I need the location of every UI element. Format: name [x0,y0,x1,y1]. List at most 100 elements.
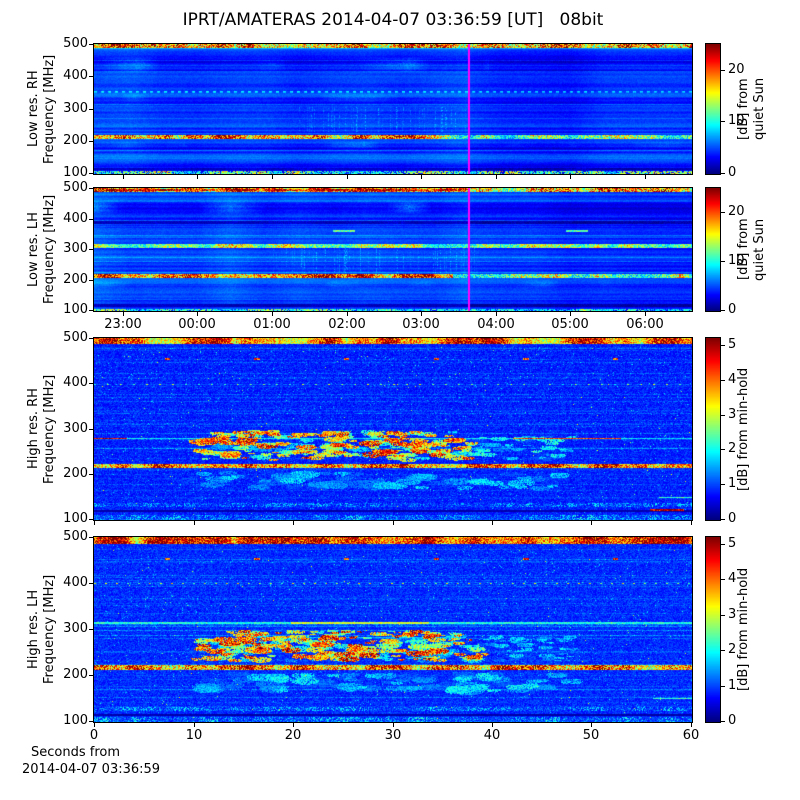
freq-tick-label: 100 [63,165,88,180]
colorbar-tick [721,615,725,616]
colorbar-tick [721,721,725,722]
colorbar-tick [721,380,725,381]
x-tick [272,175,273,179]
colorbar-tick-label: 0 [728,165,737,180]
x-tick-label: 0 [89,728,99,743]
freq-tick-label: 300 [63,621,88,636]
panel-frame-low-res-lh [93,187,693,312]
freq-tick [89,675,93,676]
panel-frame-low-res-rh [93,43,693,175]
colorbar-tick-label: 3 [728,607,737,622]
x-tick-label: 00:00 [178,317,216,332]
freq-tick [89,519,93,520]
x-tick [492,723,493,727]
x-tick [496,175,497,179]
x-tick [496,312,497,316]
freq-tick-label: 200 [63,667,88,682]
x-tick [293,723,294,727]
x-tick [393,723,394,727]
colorbar-tick-label: 5 [728,536,737,551]
freq-tick [89,383,93,384]
x-tick [492,521,493,525]
x-tick-label: 20 [284,728,302,743]
colorbar-tick-label: 5 [728,337,737,352]
spectrogram-high-res-lh [94,537,692,722]
x-tick-label: 03:00 [402,317,440,332]
colorbar-tick-label: 3 [728,407,737,422]
freq-tick [89,173,93,174]
x-tick [194,521,195,525]
x-tick [421,175,422,179]
spectrogram-high-res-rh [94,338,692,520]
freq-tick-label: 200 [63,133,88,148]
colorbar-tick [721,519,725,520]
freq-tick-label: 500 [63,330,88,345]
colorbar-tick [721,345,725,346]
colorbar-tick-label: 0 [728,713,737,728]
x-tick-label: 01:00 [253,317,291,332]
freq-tick-label: 400 [63,575,88,590]
freq-tick [89,219,93,220]
colorbar-tick-label: 1 [728,678,737,693]
freq-tick-label: 200 [63,466,88,481]
colorbar-tick [721,415,725,416]
freq-tick [89,249,93,250]
freq-tick [89,141,93,142]
colorbar-tick-label: 4 [728,372,737,387]
x-tick-label: 50 [582,728,600,743]
x-tick [570,175,571,179]
colorbar-tick [721,544,725,545]
freq-tick-label: 400 [63,375,88,390]
panel-frame-high-res-rh [93,337,693,521]
xlabel-seconds-from: Seconds from 2014-04-07 03:36:59 [22,745,161,777]
colorbar-tick-label: 1 [728,476,737,491]
colorbar-label-high-res-lh: [dB] from min-hold [736,567,751,692]
freq-tick-label: 100 [63,713,88,728]
colorbar-tick-label: 2 [728,441,737,456]
x-tick [591,723,592,727]
colorbar-tick [721,121,725,122]
colorbar-high-res-lh [706,537,720,722]
colorbar-low-res-lh [706,188,720,311]
spectrogram-low-res-rh [94,44,692,174]
freq-tick [89,537,93,538]
freq-tick [89,429,93,430]
colorbar-tick-label: 10 [728,113,745,128]
freq-tick [89,76,93,77]
colorbar-tick [721,449,725,450]
x-tick [421,312,422,316]
x-tick [591,521,592,525]
colorbar-tick [721,261,725,262]
colorbar-tick [721,650,725,651]
x-tick [570,312,571,316]
freq-tick [89,310,93,311]
freq-tick [89,721,93,722]
colorbar-tick [721,173,725,174]
freq-tick [89,629,93,630]
x-tick [393,521,394,525]
x-tick [691,521,692,525]
x-tick [123,175,124,179]
colorbar-tick-label: 20 [728,62,745,77]
freq-tick-label: 100 [63,511,88,526]
freq-tick [89,109,93,110]
freq-tick [89,474,93,475]
colorbar-label-high-res-rh: [dB] from min-hold [736,367,751,491]
figure-title: IPRT/AMATERAS 2014-04-07 03:36:59 [UT] 0… [182,10,604,30]
colorbar-high-res-rh [706,338,720,520]
freq-tick [89,188,93,189]
colorbar-tick [721,686,725,687]
x-tick-label: 40 [483,728,501,743]
freq-tick-label: 300 [63,101,88,116]
colorbar-frame-low-res-rh [705,43,721,175]
freq-tick [89,280,93,281]
colorbar-tick-label: 20 [728,204,745,219]
colorbar-tick [721,212,725,213]
colorbar-tick [721,579,725,580]
colorbar-tick [721,310,725,311]
panel-frame-high-res-lh [93,536,693,723]
x-tick [645,175,646,179]
x-tick [197,312,198,316]
freq-tick-label: 400 [63,68,88,83]
